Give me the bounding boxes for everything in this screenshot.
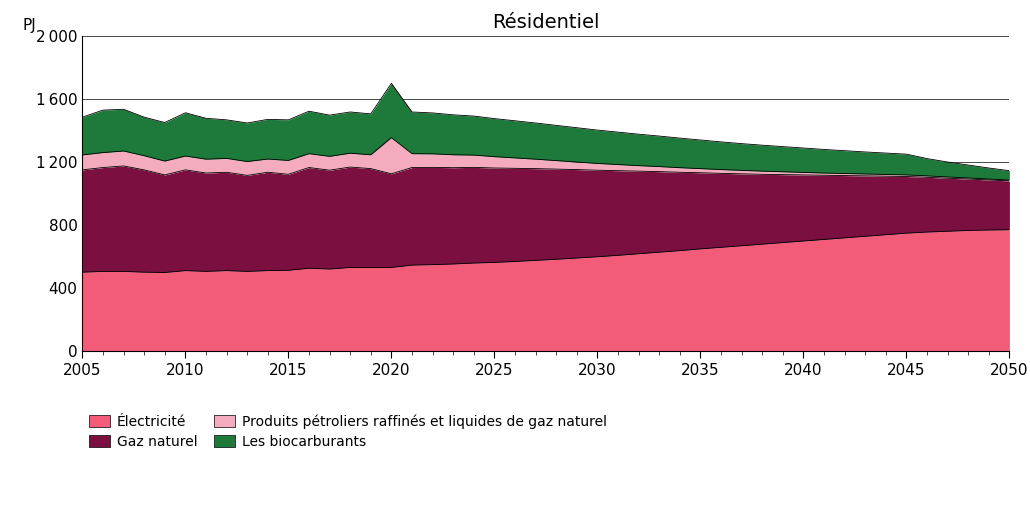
- Legend: Électricité, Gaz naturel, Produits pétroliers raffinés et liquides de gaz nature: Électricité, Gaz naturel, Produits pétro…: [90, 414, 608, 448]
- Title: Résidentiel: Résidentiel: [492, 13, 599, 32]
- Text: PJ: PJ: [23, 18, 36, 33]
